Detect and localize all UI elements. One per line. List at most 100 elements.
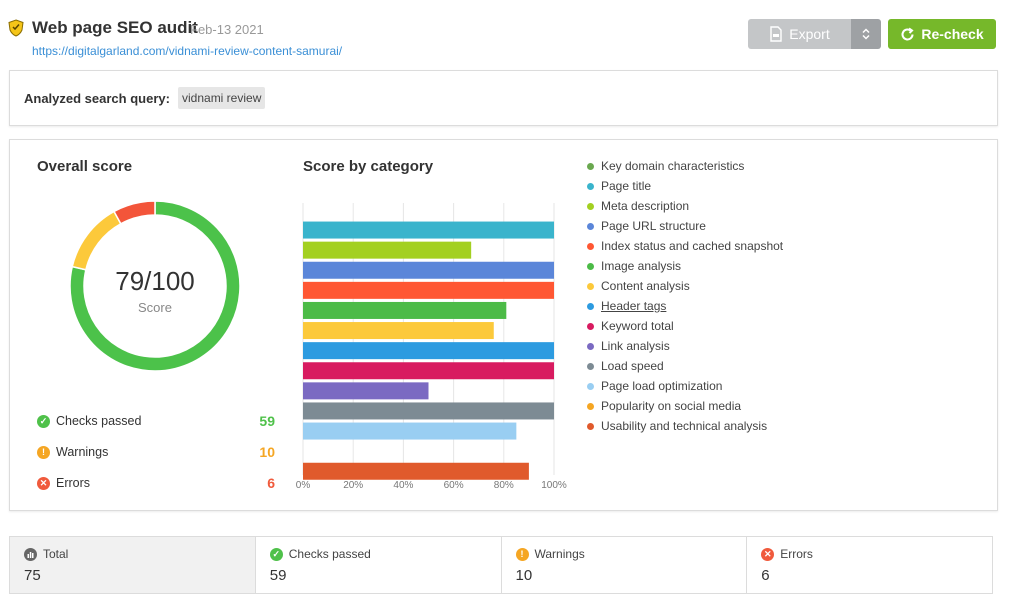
summary-label: Checks passed [288, 547, 371, 561]
legend-label: Load speed [601, 359, 664, 373]
legend-label: Usability and technical analysis [601, 419, 768, 433]
legend-item: Page title [587, 176, 847, 196]
export-options-toggle[interactable] [851, 19, 881, 49]
donut-segment-errors [113, 200, 156, 225]
summary-value: 59 [269, 567, 287, 584]
summary-tab-checks-passed[interactable]: ✓ Checks passed 59 [256, 537, 502, 593]
legend-item[interactable]: Header tags [587, 296, 847, 316]
export-label: Export [789, 26, 830, 42]
legend-item: Usability and technical analysis [587, 416, 847, 436]
summary-tab-total[interactable]: Total 75 [10, 537, 256, 593]
legend-dot-icon [587, 322, 594, 330]
overall-score-heading: Overall score [37, 158, 133, 175]
legend-label: Keyword total [601, 319, 674, 333]
score-donut [69, 200, 241, 372]
legend-item: Content analysis [587, 276, 847, 296]
legend-item: Page load optimization [587, 376, 847, 396]
bar-meta-description [303, 241, 472, 259]
export-button[interactable]: Export [748, 19, 851, 49]
exclamation-icon: ! [515, 547, 529, 561]
summary-tab-warnings[interactable]: ! Warnings 10 [502, 537, 748, 593]
stat-label: Warnings [56, 445, 109, 459]
query-chip: vidnami review [178, 87, 266, 109]
legend-label: Page load optimization [601, 379, 723, 393]
exclamation-icon: ! [37, 445, 50, 459]
legend-dot-icon [587, 202, 594, 210]
legend-item: Popularity on social media [587, 396, 847, 416]
legend-item: Page URL structure [587, 216, 847, 236]
refresh-icon [901, 27, 914, 40]
legend-label: Content analysis [601, 279, 690, 293]
bar-load-speed [303, 402, 554, 420]
stat-value: 10 [259, 444, 275, 460]
x-tick-label: 60% [444, 480, 464, 491]
x-icon: ✕ [761, 547, 775, 561]
x-tick-label: 0% [296, 480, 310, 491]
category-bar-chart: 0% 20% 40% 60% 80% 100% [296, 203, 567, 491]
legend-dot-icon [587, 262, 594, 270]
summary-label: Errors [780, 547, 813, 561]
legend-label: Meta description [601, 199, 690, 213]
recheck-button[interactable]: Re-check [888, 19, 996, 49]
legend-item: Key domain characteristics [587, 156, 847, 176]
summary-value: 10 [515, 567, 533, 584]
bar-page-load-optimization [303, 422, 517, 440]
score-value: 79/100 [115, 266, 195, 296]
legend-item: Link analysis [587, 336, 847, 356]
stat-value: 59 [259, 413, 275, 429]
bar-keyword-total [303, 362, 554, 380]
legend-dot-icon [587, 242, 594, 250]
legend-label: Header tags [601, 299, 667, 313]
chevron-updown-icon [862, 28, 870, 40]
legend-label: Link analysis [601, 339, 670, 353]
summary-value: 6 [761, 567, 770, 584]
x-tick-label: 100% [541, 480, 567, 491]
legend-item: Image analysis [587, 256, 847, 276]
summary-label: Warnings [534, 547, 585, 561]
legend-label: Page URL structure [601, 219, 706, 233]
legend-dot-icon [587, 422, 594, 430]
query-panel [9, 70, 998, 126]
legend-dot-icon [587, 222, 594, 230]
summary-tab-errors[interactable]: ✕ Errors 6 [747, 537, 992, 593]
legend-label: Key domain characteristics [601, 159, 745, 173]
check-icon: ✓ [269, 547, 283, 561]
legend-label: Popularity on social media [601, 399, 742, 413]
legend-dot-icon [587, 362, 594, 370]
query-label: Analyzed search query: [24, 91, 170, 106]
stat-errors: ✕ Errors 6 [37, 475, 275, 491]
legend-dot-icon [587, 402, 594, 410]
audited-url-link[interactable]: https://digitalgarland.com/vidnami-revie… [32, 44, 343, 58]
legend-label: Image analysis [601, 259, 682, 273]
x-icon: ✕ [37, 476, 50, 490]
recheck-label: Re-check [921, 26, 984, 42]
legend-dot-icon [587, 162, 594, 170]
bar-link-analysis [303, 382, 429, 400]
donut-segment-passed [69, 200, 241, 372]
summary-label: Total [43, 547, 69, 561]
stat-label: Errors [56, 476, 91, 490]
bar-index-status-and-cached-snapshot [303, 281, 554, 299]
legend-item: Meta description [587, 196, 847, 216]
legend-dot-icon [587, 302, 594, 310]
legend-dot-icon [587, 382, 594, 390]
stat-warnings: ! Warnings 10 [37, 444, 275, 460]
legend-label: Index status and cached snapshot [601, 239, 784, 253]
audit-date: Feb-13 2021 [190, 22, 264, 37]
bar-header-tags [303, 342, 554, 360]
legend-item: Load speed [587, 356, 847, 376]
x-tick-label: 40% [393, 480, 413, 491]
legend-dot-icon [587, 182, 594, 190]
bar-page-title [303, 221, 554, 239]
bar-chart-icon [24, 547, 37, 561]
stat-label: Checks passed [56, 414, 142, 428]
bar-content-analysis [303, 322, 494, 340]
bar-usability-and-technical-analysis [303, 462, 529, 480]
summary-value: 75 [24, 567, 41, 584]
bar-image-analysis [303, 301, 507, 319]
stat-checks-passed: ✓ Checks passed 59 [37, 413, 275, 429]
x-tick-label: 80% [494, 480, 514, 491]
page-title: Web page SEO audit [32, 18, 198, 37]
legend-item: Keyword total [587, 316, 847, 336]
summary-bar: Total 75 ✓ Checks passed 59 ! Warnings 10 … [9, 536, 993, 594]
